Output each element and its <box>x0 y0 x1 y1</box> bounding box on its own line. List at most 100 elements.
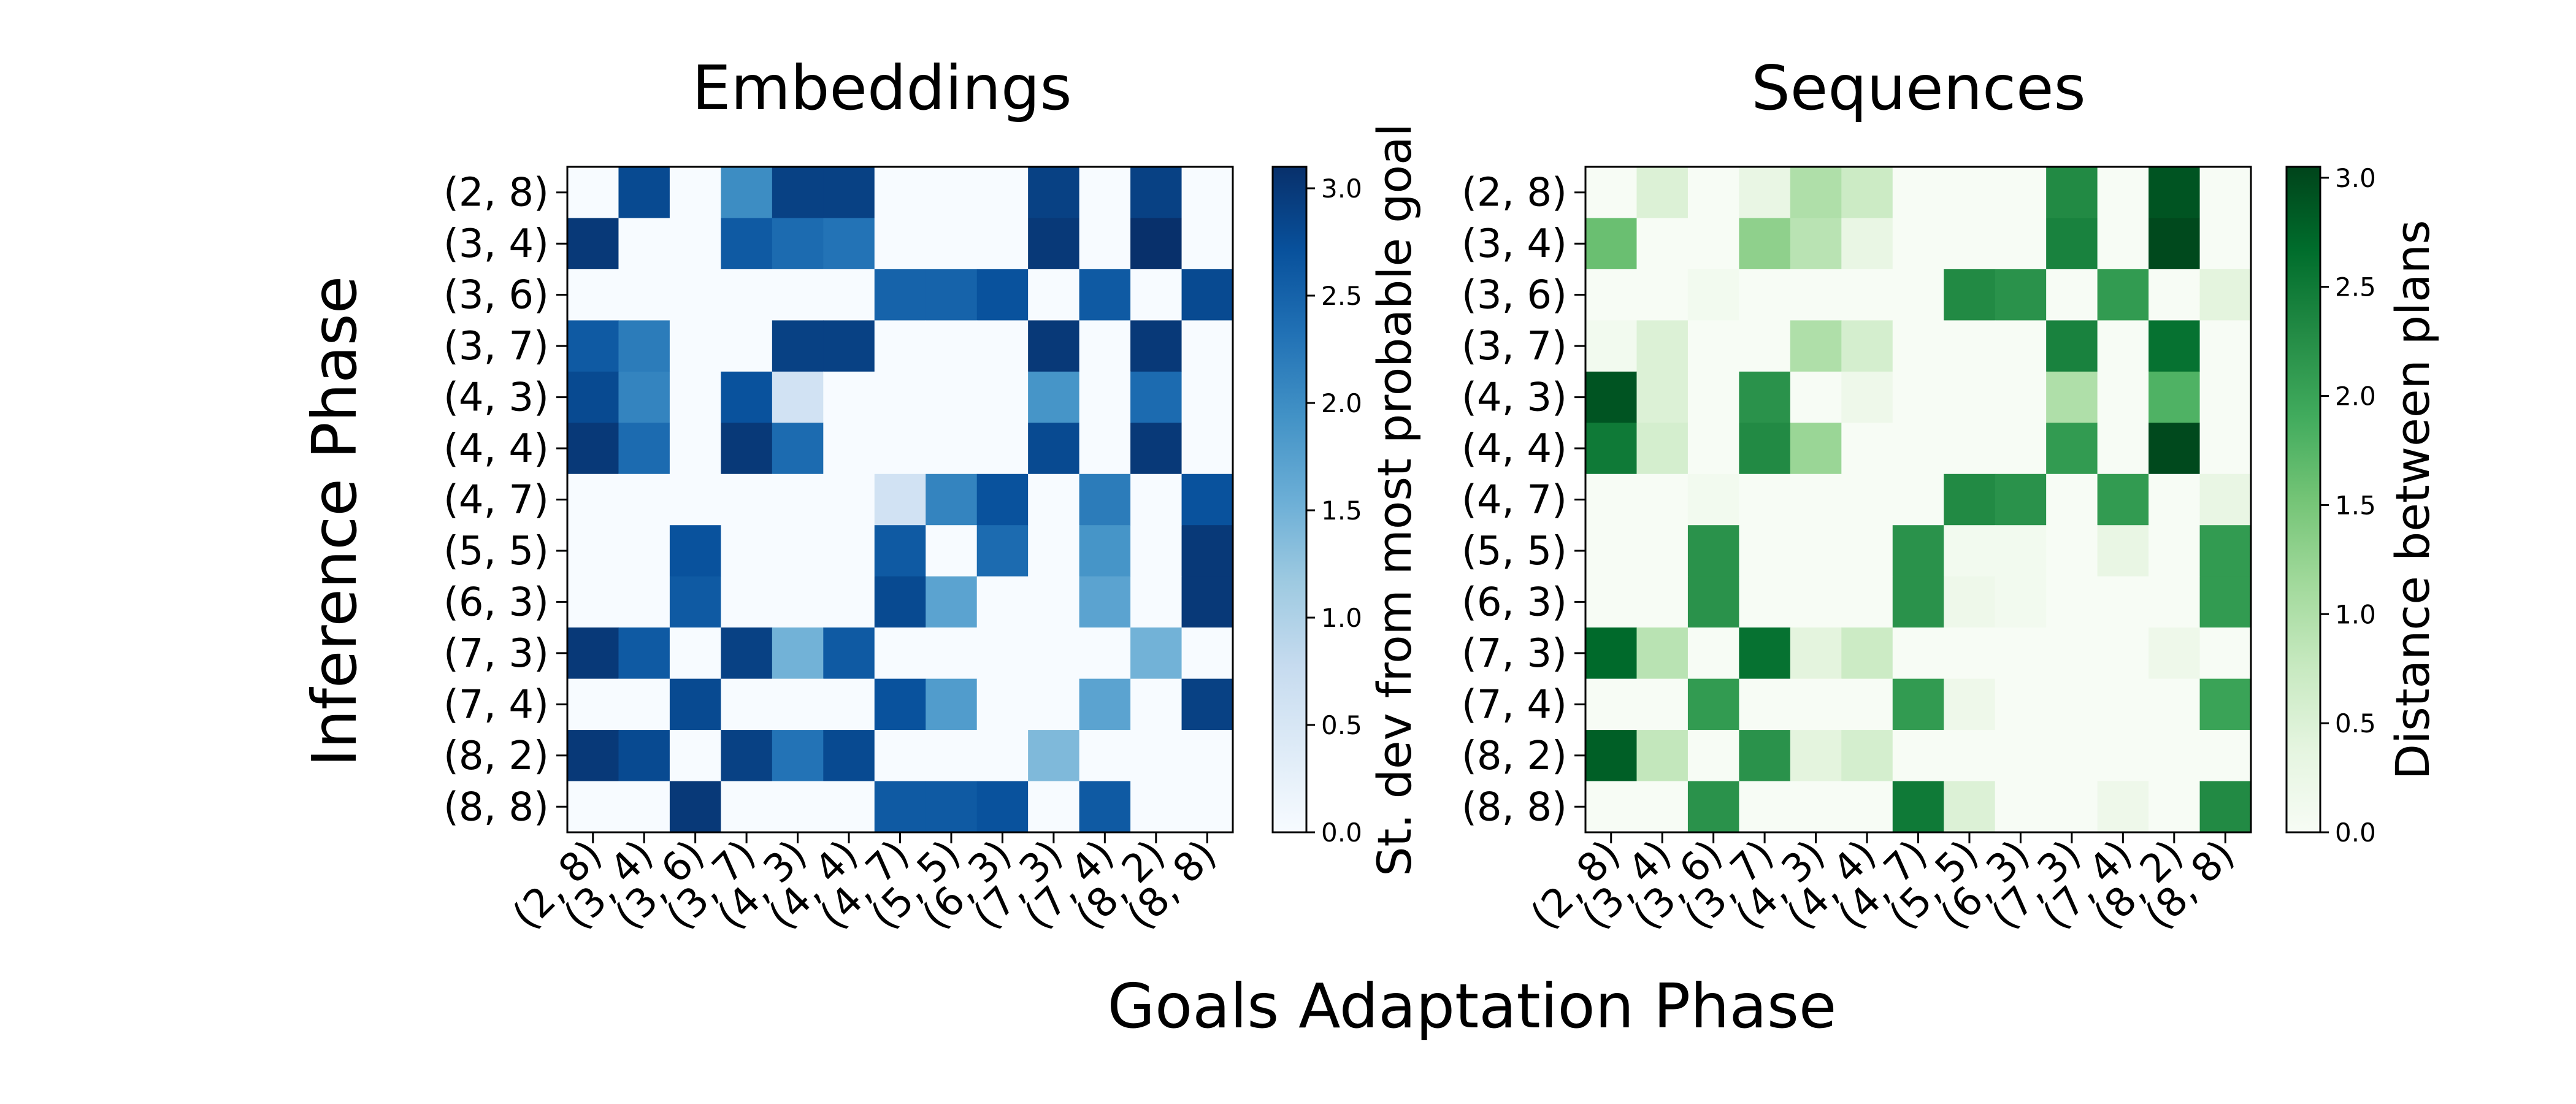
heatmap-cell <box>1944 371 1996 423</box>
sequences-colorbar <box>2285 166 2321 834</box>
heatmap-cell <box>1079 678 1131 730</box>
y-tick-label: (5, 5) <box>443 529 549 574</box>
heatmap-cell <box>1995 781 2047 833</box>
y-tick-label: (4, 3) <box>1462 375 1567 421</box>
heatmap-cell <box>1790 269 1842 321</box>
heatmap-cell <box>1944 218 1996 270</box>
heatmap-cell <box>1841 627 1893 680</box>
y-tick-label: (7, 3) <box>1462 631 1567 677</box>
heatmap-cell <box>1944 730 1996 782</box>
heatmap-cell <box>1130 473 1183 526</box>
heatmap-cell <box>2149 576 2201 628</box>
heatmap-cell <box>1944 678 1996 730</box>
heatmap-cell <box>1181 576 1233 628</box>
heatmap-cell <box>1892 167 1944 219</box>
heatmap-cell <box>1841 576 1893 628</box>
heatmap-cell <box>567 423 619 475</box>
figure-y-label: Inference Phase <box>299 276 370 767</box>
heatmap-cell <box>2199 218 2252 270</box>
heatmap-cell <box>1687 525 1739 577</box>
heatmap-cell <box>1130 678 1183 730</box>
heatmap-cell <box>1944 576 1996 628</box>
heatmap-cell <box>669 627 721 680</box>
heatmap-cell <box>1636 730 1689 782</box>
heatmap-cell <box>1944 781 1996 833</box>
heatmap-cell <box>618 423 670 475</box>
heatmap-cell <box>1995 525 2047 577</box>
heatmap-cell <box>1585 269 1638 321</box>
heatmap-cell <box>976 525 1029 577</box>
heatmap-cell <box>772 627 824 680</box>
y-tick-label: (5, 5) <box>1462 529 1567 574</box>
heatmap-cell <box>976 473 1029 526</box>
heatmap-cell <box>1687 371 1739 423</box>
heatmap-cell <box>874 167 926 219</box>
heatmap-cell <box>1739 423 1791 475</box>
heatmap-cell <box>1130 423 1183 475</box>
heatmap-cell <box>1079 473 1131 526</box>
heatmap-cell <box>1995 371 2047 423</box>
heatmap-cell <box>1028 473 1080 526</box>
heatmap-cell <box>567 218 619 270</box>
y-tick-label: (3, 7) <box>1462 324 1567 369</box>
heatmap-cell <box>567 269 619 321</box>
heatmap-cell <box>567 167 619 219</box>
heatmap-cell <box>1995 678 2047 730</box>
embeddings-heatmap-cells <box>567 167 1233 833</box>
y-tick-label: (3, 4) <box>443 221 549 267</box>
heatmap-cell <box>1028 678 1080 730</box>
heatmap-cell <box>823 473 875 526</box>
colorbar-tick-label: 1.5 <box>1321 496 1362 526</box>
heatmap-cell <box>669 730 721 782</box>
heatmap-cell <box>2046 678 2098 730</box>
heatmap-cell <box>772 678 824 730</box>
heatmap-cell <box>926 218 978 270</box>
heatmap-cell <box>1079 730 1131 782</box>
heatmap-cell <box>1585 627 1638 680</box>
heatmap-cell <box>976 167 1029 219</box>
heatmap-cell <box>669 320 721 372</box>
heatmap-cell <box>772 218 824 270</box>
heatmap-cell <box>2199 167 2252 219</box>
heatmap-cell <box>1636 423 1689 475</box>
heatmap-cell <box>721 269 773 321</box>
heatmap-cell <box>1079 627 1131 680</box>
heatmap-cell <box>721 678 773 730</box>
sequences-heatmap-cells <box>1585 167 2252 833</box>
heatmap-cell <box>669 781 721 833</box>
heatmap-cell <box>1181 167 1233 219</box>
heatmap-cell <box>874 576 926 628</box>
heatmap-cell <box>721 371 773 423</box>
heatmap-cell <box>1995 269 2047 321</box>
heatmap-cell <box>2046 320 2098 372</box>
heatmap-cell <box>1181 371 1233 423</box>
heatmap-cell <box>772 525 824 577</box>
colorbar-tick-label: 1.5 <box>2335 490 2376 520</box>
heatmap-cell <box>618 218 670 270</box>
heatmap-cell <box>1739 320 1791 372</box>
heatmap-cell <box>1841 371 1893 423</box>
heatmap-cell <box>976 576 1029 628</box>
heatmap-cell <box>1790 678 1842 730</box>
heatmap-cell <box>1687 730 1739 782</box>
y-tick-label: (8, 2) <box>1462 734 1567 779</box>
heatmap-cell <box>1892 218 1944 270</box>
heatmap-cell <box>772 423 824 475</box>
heatmap-cell <box>1181 678 1233 730</box>
heatmap-cell <box>567 473 619 526</box>
heatmap-cell <box>1892 320 1944 372</box>
heatmap-cell <box>567 678 619 730</box>
heatmap-cell <box>1739 627 1791 680</box>
heatmap-cell <box>772 269 824 321</box>
heatmap-cell <box>823 730 875 782</box>
heatmap-cell <box>2097 781 2149 833</box>
y-tick-label: (6, 3) <box>443 580 549 625</box>
heatmap-cell <box>1841 781 1893 833</box>
heatmap-cell <box>2149 781 2201 833</box>
heatmap-cell <box>772 371 824 423</box>
heatmap-cell <box>823 525 875 577</box>
heatmap-cell <box>926 781 978 833</box>
heatmap-cell <box>1636 371 1689 423</box>
heatmap-cell <box>2046 423 2098 475</box>
